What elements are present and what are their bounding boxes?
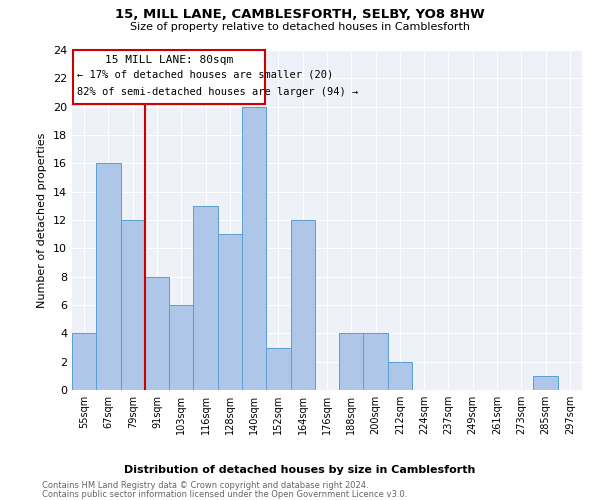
Bar: [218, 234, 242, 390]
Y-axis label: Number of detached properties: Number of detached properties: [37, 132, 47, 308]
Bar: [121, 220, 145, 390]
Bar: [242, 106, 266, 390]
Text: Contains public sector information licensed under the Open Government Licence v3: Contains public sector information licen…: [42, 490, 407, 499]
Text: Size of property relative to detached houses in Camblesforth: Size of property relative to detached ho…: [130, 22, 470, 32]
Bar: [339, 334, 364, 390]
Text: 15 MILL LANE: 80sqm: 15 MILL LANE: 80sqm: [105, 55, 233, 65]
Text: Distribution of detached houses by size in Camblesforth: Distribution of detached houses by size …: [124, 465, 476, 475]
Bar: [96, 164, 121, 390]
FancyBboxPatch shape: [73, 50, 265, 104]
Bar: [145, 276, 169, 390]
Bar: [193, 206, 218, 390]
Text: ← 17% of detached houses are smaller (20): ← 17% of detached houses are smaller (20…: [77, 70, 333, 80]
Bar: [290, 220, 315, 390]
Bar: [266, 348, 290, 390]
Bar: [169, 305, 193, 390]
Text: 82% of semi-detached houses are larger (94) →: 82% of semi-detached houses are larger (…: [77, 87, 358, 97]
Bar: [72, 334, 96, 390]
Text: 15, MILL LANE, CAMBLESFORTH, SELBY, YO8 8HW: 15, MILL LANE, CAMBLESFORTH, SELBY, YO8 …: [115, 8, 485, 20]
Text: Contains HM Land Registry data © Crown copyright and database right 2024.: Contains HM Land Registry data © Crown c…: [42, 481, 368, 490]
Bar: [533, 376, 558, 390]
Bar: [388, 362, 412, 390]
Bar: [364, 334, 388, 390]
